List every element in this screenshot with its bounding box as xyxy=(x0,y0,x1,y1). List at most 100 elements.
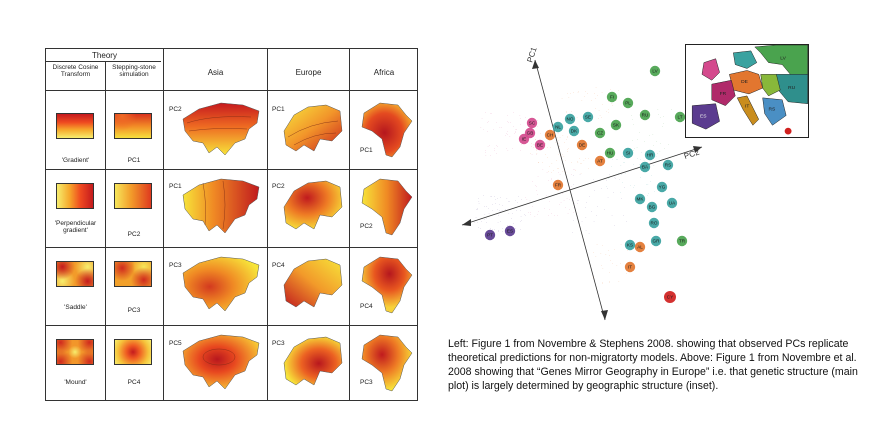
sample-point: · xyxy=(500,219,501,223)
sample-point: · xyxy=(508,208,509,212)
country-bubble xyxy=(674,111,686,123)
sample-point: · xyxy=(551,171,552,175)
sample-point: · xyxy=(611,102,612,106)
sample-point: · xyxy=(609,173,610,177)
sample-point: · xyxy=(593,177,594,181)
sample-point: · xyxy=(476,216,477,220)
pc2-arrow xyxy=(693,146,702,153)
sample-point: · xyxy=(487,121,488,125)
sample-point: · xyxy=(495,198,496,202)
sample-point: · xyxy=(489,144,490,148)
sample-point: · xyxy=(601,116,602,120)
country-label: DK xyxy=(571,129,578,134)
sample-point: · xyxy=(597,205,598,209)
sample-point: · xyxy=(558,132,559,136)
gradient-pattern xyxy=(56,113,94,139)
sample-point: · xyxy=(548,170,549,174)
sample-point: · xyxy=(618,279,619,283)
sample-point: · xyxy=(556,159,557,163)
sample-point: · xyxy=(549,165,550,169)
country-label: MK xyxy=(637,197,645,202)
sample-point: · xyxy=(507,120,508,124)
sample-point: · xyxy=(566,138,567,142)
country-bubble xyxy=(662,159,674,171)
sample-point: · xyxy=(613,191,614,195)
sample-point: · xyxy=(620,191,621,195)
sample-point: · xyxy=(637,146,638,150)
sample-point: · xyxy=(507,129,508,133)
sample-point: · xyxy=(640,158,641,162)
sample-point: · xyxy=(600,252,601,256)
sample-point: · xyxy=(483,128,484,132)
sample-point: · xyxy=(521,142,522,146)
sample-point: · xyxy=(616,158,617,162)
sample-point: · xyxy=(612,104,613,108)
sample-point: · xyxy=(593,275,594,279)
sample-point: · xyxy=(515,129,516,133)
sample-point: · xyxy=(593,251,594,255)
sample-point: · xyxy=(572,199,573,203)
sample-point: · xyxy=(659,150,660,154)
sample-point: · xyxy=(485,149,486,153)
sample-point: · xyxy=(525,214,526,218)
sample-point: · xyxy=(536,149,537,153)
sample-point: · xyxy=(591,99,592,103)
sample-point: · xyxy=(521,198,522,202)
europe-map xyxy=(283,336,343,386)
sample-point: · xyxy=(668,143,669,147)
country-bubble xyxy=(564,113,576,125)
inset-label-fr: FR xyxy=(720,91,727,97)
sample-point: · xyxy=(564,199,565,203)
sample-point: · xyxy=(492,209,493,213)
sample-point: · xyxy=(490,112,491,116)
country-bubble xyxy=(606,91,618,103)
sample-point: · xyxy=(623,214,624,218)
sample-point: · xyxy=(561,201,562,205)
sample-point: · xyxy=(524,213,525,217)
sample-point: · xyxy=(591,210,592,214)
sample-point: · xyxy=(589,195,590,199)
sample-point: · xyxy=(602,280,603,284)
sample-point: · xyxy=(609,281,610,285)
country-label: PL xyxy=(625,101,631,106)
sample-point: · xyxy=(566,111,567,115)
country-label: SC xyxy=(529,121,536,126)
sample-point: · xyxy=(614,248,615,252)
sample-point: · xyxy=(617,157,618,161)
sample-point: · xyxy=(505,134,506,138)
sample-point: · xyxy=(477,207,478,211)
sample-point: · xyxy=(537,118,538,122)
sample-point: · xyxy=(557,214,558,218)
pc2-axis xyxy=(461,146,703,226)
sample-point: · xyxy=(604,207,605,211)
country-label: BE xyxy=(537,143,543,148)
sample-point: · xyxy=(599,109,600,113)
sample-point: · xyxy=(581,99,582,103)
inset-label-it: IT xyxy=(745,104,749,110)
perpendicular-gradient-pattern xyxy=(56,183,94,209)
country-bubble xyxy=(639,109,651,121)
sample-point: · xyxy=(498,229,499,233)
sample-point: · xyxy=(602,90,603,94)
sample-point: · xyxy=(551,162,552,166)
sample-point: · xyxy=(633,186,634,190)
country-bubble xyxy=(656,181,668,193)
sample-point: · xyxy=(571,160,572,164)
sample-point: · xyxy=(485,154,486,158)
sample-point: · xyxy=(632,118,633,122)
country-bubble xyxy=(648,217,660,229)
sample-point: · xyxy=(516,209,517,213)
country-bubble xyxy=(604,147,616,159)
sample-point: · xyxy=(620,164,621,168)
sample-point: · xyxy=(560,153,561,157)
sample-point: · xyxy=(496,144,497,148)
stepping-stone-pattern xyxy=(114,339,152,365)
sample-point: · xyxy=(614,224,615,228)
sample-point: · xyxy=(624,186,625,190)
sample-point: · xyxy=(495,212,496,216)
sample-point: · xyxy=(641,151,642,155)
sample-point: · xyxy=(611,164,612,168)
africa-header: Africa xyxy=(373,68,395,77)
sample-point: · xyxy=(486,217,487,221)
country-label: HR xyxy=(647,153,654,158)
